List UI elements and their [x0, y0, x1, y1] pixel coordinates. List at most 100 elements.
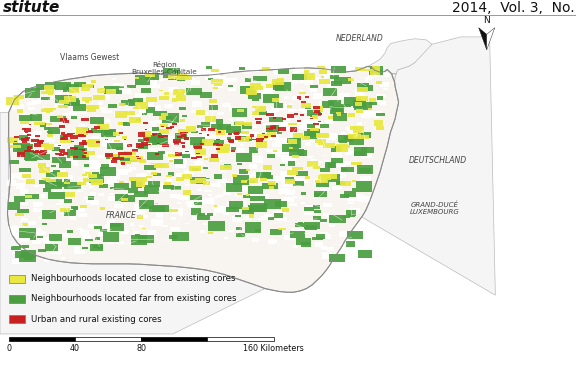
Bar	[307, 129, 320, 137]
Bar	[266, 123, 271, 127]
Bar	[67, 230, 73, 233]
Bar	[207, 134, 209, 136]
Bar	[120, 161, 131, 165]
Bar	[262, 109, 268, 113]
Bar	[40, 123, 46, 127]
Bar	[173, 139, 181, 143]
Bar	[36, 84, 47, 90]
Bar	[369, 70, 383, 75]
Bar	[59, 99, 65, 101]
Bar	[264, 136, 268, 138]
Bar	[277, 217, 287, 221]
Bar	[335, 161, 346, 167]
Bar	[105, 224, 116, 228]
Bar	[40, 140, 44, 142]
Bar	[354, 147, 367, 156]
Bar	[376, 81, 382, 84]
Bar	[229, 230, 234, 232]
Bar	[173, 115, 183, 120]
Bar	[325, 234, 330, 236]
Bar	[97, 155, 104, 158]
Bar	[313, 123, 319, 125]
Bar	[63, 134, 71, 137]
Bar	[199, 140, 206, 145]
Bar	[237, 164, 241, 165]
Bar	[170, 186, 181, 190]
Bar	[18, 228, 36, 238]
Bar	[53, 170, 60, 173]
Bar	[27, 198, 33, 200]
Bar	[189, 166, 202, 171]
Bar	[128, 101, 136, 106]
Bar	[132, 107, 137, 109]
Bar	[120, 157, 131, 162]
Bar	[114, 183, 130, 190]
Bar	[282, 118, 286, 120]
Bar	[152, 135, 168, 145]
Bar	[166, 127, 172, 130]
Bar	[279, 188, 290, 194]
Bar	[136, 119, 142, 121]
Bar	[279, 150, 291, 154]
Bar	[9, 315, 25, 323]
Bar	[113, 154, 120, 158]
Bar	[245, 122, 251, 124]
Bar	[266, 128, 274, 132]
Bar	[52, 157, 66, 163]
Bar	[237, 193, 242, 195]
Bar	[253, 125, 256, 127]
Bar	[214, 205, 217, 207]
Bar	[16, 251, 31, 258]
Bar	[291, 143, 301, 148]
Bar	[231, 150, 234, 152]
Bar	[216, 144, 223, 146]
Bar	[146, 136, 157, 143]
Bar	[359, 135, 369, 139]
Bar	[86, 131, 93, 134]
Bar	[110, 223, 120, 227]
Bar	[115, 194, 128, 201]
Bar	[151, 123, 157, 125]
Bar	[259, 111, 267, 115]
Polygon shape	[7, 66, 399, 292]
Text: stitute: stitute	[3, 0, 60, 15]
Bar	[210, 197, 214, 200]
Bar	[263, 89, 274, 95]
Bar	[107, 89, 116, 94]
Bar	[135, 192, 141, 195]
Bar	[329, 220, 339, 224]
Bar	[20, 189, 28, 193]
Bar	[310, 136, 321, 142]
Bar	[82, 149, 85, 151]
Bar	[229, 107, 240, 111]
Bar	[24, 128, 31, 132]
Bar	[238, 111, 244, 115]
Bar	[237, 187, 247, 191]
Bar	[273, 131, 278, 132]
Bar	[158, 96, 169, 100]
Bar	[253, 238, 257, 241]
Bar	[82, 85, 93, 88]
Bar	[258, 218, 262, 220]
Bar	[121, 195, 135, 202]
Bar	[236, 118, 247, 123]
Bar	[366, 173, 369, 174]
Bar	[211, 124, 223, 129]
Bar	[148, 83, 154, 87]
Bar	[81, 205, 88, 208]
Bar	[306, 131, 311, 134]
Bar	[282, 197, 294, 202]
Bar	[213, 87, 218, 89]
Bar	[117, 211, 122, 213]
Bar	[164, 92, 169, 95]
Bar	[14, 196, 25, 202]
Bar	[115, 111, 127, 118]
Bar	[150, 84, 160, 88]
Bar	[295, 67, 304, 71]
Bar	[26, 128, 32, 131]
Bar	[47, 137, 55, 142]
Bar	[314, 77, 320, 80]
Bar	[65, 192, 75, 197]
Bar	[57, 172, 68, 177]
Bar	[34, 94, 37, 96]
